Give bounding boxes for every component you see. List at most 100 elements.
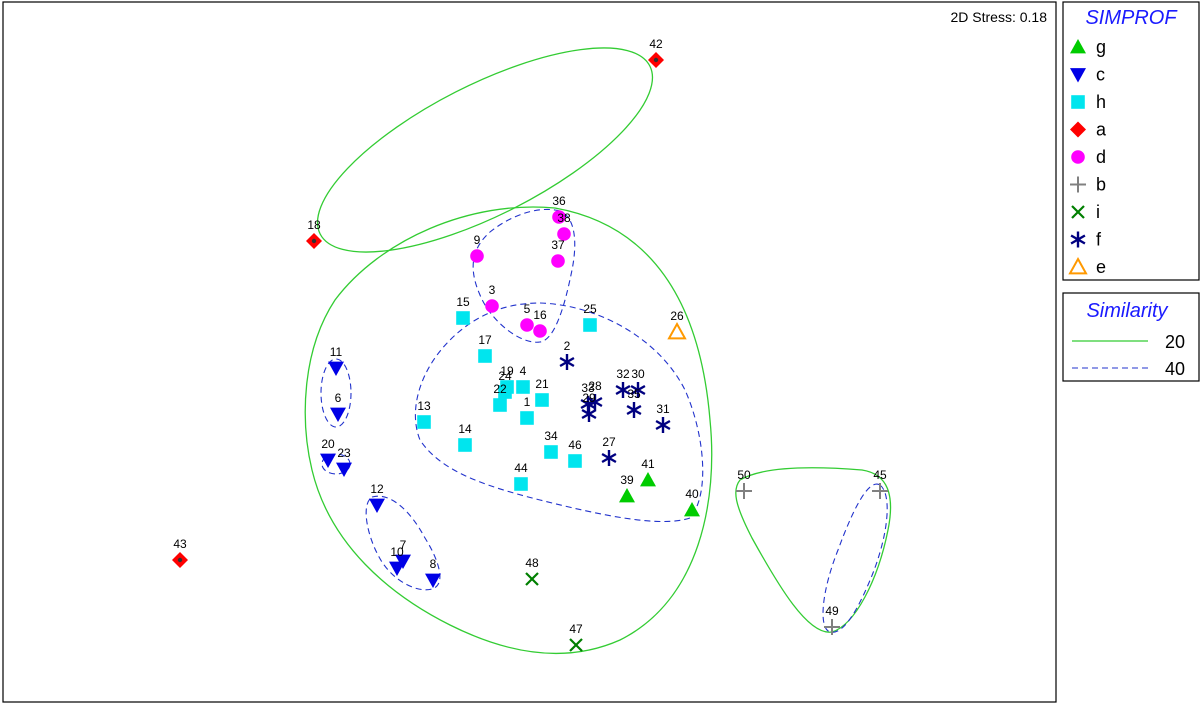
legend-label-a: a <box>1096 120 1107 140</box>
legend-similarity-frame <box>1062 292 1200 382</box>
point-label-20: 20 <box>321 437 335 451</box>
point-label-42: 42 <box>649 37 663 51</box>
point-38 <box>557 227 571 241</box>
legend-symbol-e <box>1068 256 1088 275</box>
point-label-50: 50 <box>737 468 751 482</box>
point-20 <box>320 453 336 468</box>
point-43-center <box>177 557 183 563</box>
point-label-45: 45 <box>873 468 887 482</box>
point-label-10: 10 <box>390 545 404 559</box>
stress-label: 2D Stress: 0.18 <box>951 9 1048 25</box>
contour-20-main <box>304 206 713 655</box>
legend-similarity-40-label: 40 <box>1165 359 1185 379</box>
point-label-37: 37 <box>551 238 565 252</box>
point-label-29: 29 <box>582 391 596 405</box>
point-35 <box>626 402 642 418</box>
point-34 <box>544 445 558 459</box>
legend-symbol-h <box>1071 95 1085 109</box>
point-label-21: 21 <box>535 377 549 391</box>
point-13 <box>417 415 431 429</box>
point-8 <box>425 573 441 588</box>
point-12 <box>369 498 385 513</box>
point-26 <box>667 321 687 340</box>
point-label-35: 35 <box>627 387 641 401</box>
legend-similarity-20-label: 20 <box>1165 332 1185 352</box>
point-label-46: 46 <box>568 438 582 452</box>
legend-label-b: b <box>1096 175 1106 195</box>
point-40 <box>684 502 700 517</box>
legend-symbol-f <box>1070 231 1086 248</box>
point-label-31: 31 <box>656 402 670 416</box>
point-label-44: 44 <box>514 461 528 475</box>
point-label-40: 40 <box>685 487 699 501</box>
point-23 <box>336 462 352 477</box>
contour-40-hf <box>414 302 704 523</box>
contour-40-45-49 <box>822 483 888 633</box>
point-36 <box>552 210 566 224</box>
point-label-39: 39 <box>620 473 634 487</box>
point-label-2: 2 <box>564 339 571 353</box>
point-label-3: 3 <box>489 283 496 297</box>
point-15 <box>456 311 470 325</box>
point-label-17: 17 <box>478 333 492 347</box>
legend-symbol-c <box>1070 68 1086 83</box>
point-41 <box>640 472 656 487</box>
point-16 <box>533 324 547 338</box>
legend-label-e: e <box>1096 257 1106 277</box>
point-label-13: 13 <box>417 399 431 413</box>
point-48 <box>525 572 539 586</box>
point-3 <box>485 299 499 313</box>
contour-20-b <box>735 467 892 633</box>
point-6 <box>330 407 346 422</box>
point-label-28: 28 <box>588 379 602 393</box>
point-label-49: 49 <box>825 604 839 618</box>
point-32 <box>615 382 631 398</box>
point-47 <box>569 638 583 652</box>
point-45 <box>872 483 888 499</box>
point-2 <box>559 354 575 370</box>
point-label-32: 32 <box>616 367 630 381</box>
point-label-16: 16 <box>533 308 547 322</box>
legend-symbol-b <box>1070 176 1086 193</box>
legend-symbol-i <box>1071 205 1085 219</box>
point-label-36: 36 <box>552 194 566 208</box>
point-label-8: 8 <box>430 557 437 571</box>
point-label-23: 23 <box>337 446 351 460</box>
point-10 <box>389 561 405 576</box>
legend-label-c: c <box>1096 65 1105 85</box>
point-9 <box>470 249 484 263</box>
point-labels-layer: 1234567891011121314151617181920212223242… <box>173 37 887 636</box>
point-31 <box>655 417 671 433</box>
plot-frame <box>2 1 1057 703</box>
point-14 <box>458 438 472 452</box>
point-label-1: 1 <box>524 395 531 409</box>
legend-similarity-title: Similarity <box>1086 300 1168 322</box>
point-label-22: 22 <box>493 382 507 396</box>
point-label-12: 12 <box>370 482 384 496</box>
legend-simprof-frame <box>1062 1 1200 281</box>
point-label-25: 25 <box>583 302 597 316</box>
point-33 <box>580 396 596 412</box>
point-4 <box>516 380 530 394</box>
legend-similarity: Similarity 20 40 <box>1062 292 1200 382</box>
legend-label-h: h <box>1096 92 1106 112</box>
point-label-14: 14 <box>458 422 472 436</box>
point-30 <box>630 382 646 398</box>
point-label-33: 33 <box>581 381 595 395</box>
point-37 <box>551 254 565 268</box>
contour-40-11-6 <box>320 358 352 428</box>
point-label-4: 4 <box>520 364 527 378</box>
point-5 <box>520 318 534 332</box>
point-label-24: 24 <box>498 369 512 383</box>
legend-label-d: d <box>1096 147 1106 167</box>
point-label-34: 34 <box>544 429 558 443</box>
point-label-18: 18 <box>307 218 321 232</box>
point-18-center <box>311 238 317 244</box>
point-27 <box>601 450 617 466</box>
legend-symbol-a <box>1070 121 1086 138</box>
point-label-47: 47 <box>569 622 583 636</box>
point-11 <box>328 361 344 376</box>
